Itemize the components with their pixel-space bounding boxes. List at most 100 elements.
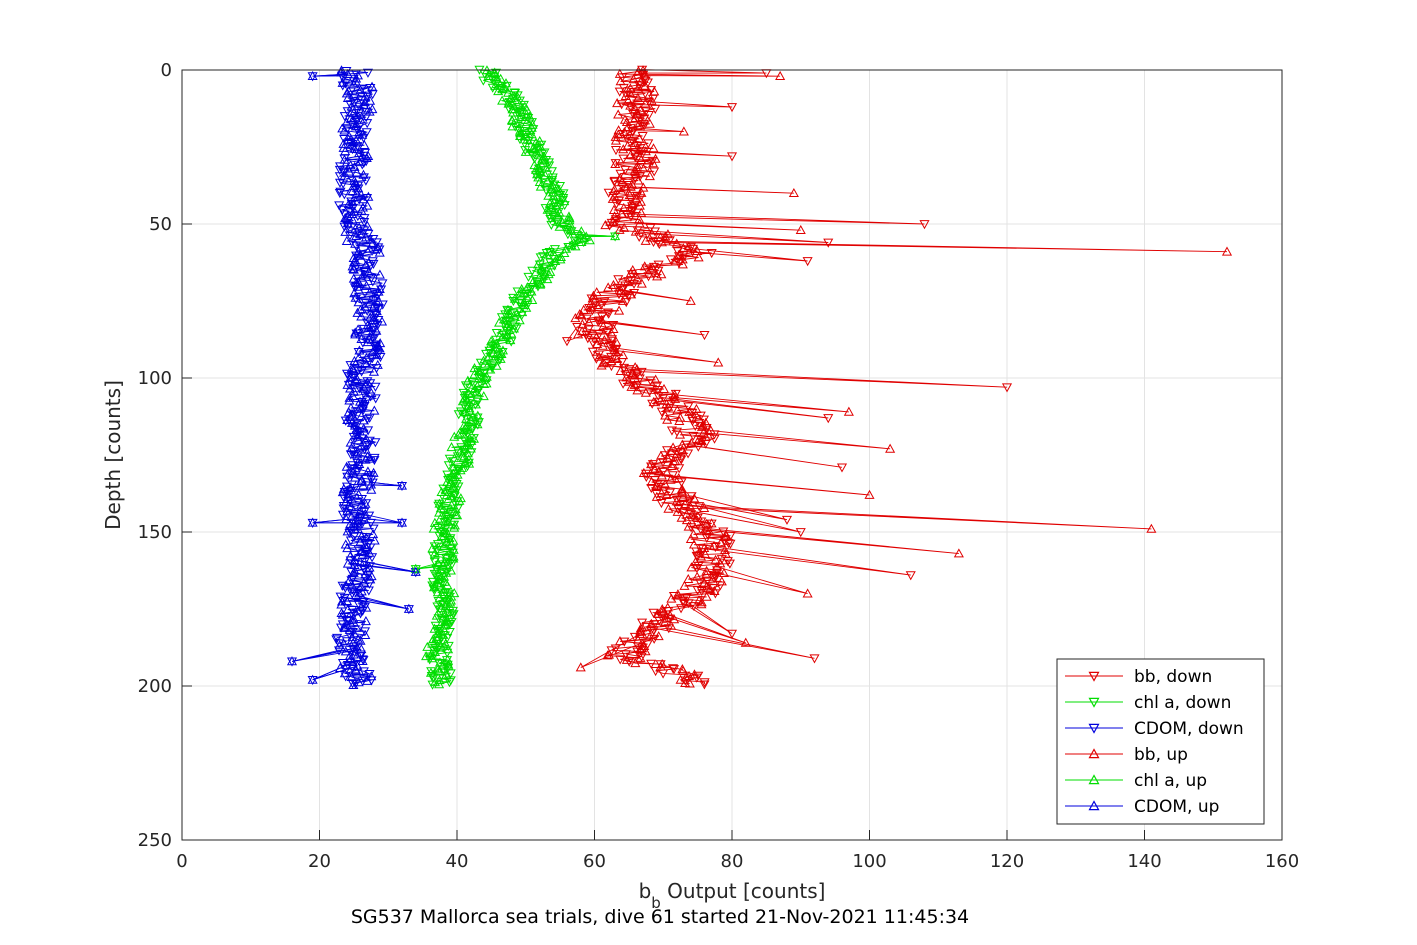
data-point bbox=[726, 103, 738, 113]
data-point bbox=[685, 243, 696, 253]
data-point bbox=[640, 387, 651, 397]
data-point bbox=[359, 100, 370, 110]
data-point bbox=[337, 205, 348, 215]
data-point bbox=[672, 405, 683, 415]
series-cdom-up bbox=[286, 65, 421, 689]
data-point bbox=[452, 510, 463, 520]
y-axis-label: Depth [counts] bbox=[101, 380, 125, 530]
data-point bbox=[339, 125, 350, 135]
data-point bbox=[634, 218, 645, 228]
data-point bbox=[371, 350, 382, 360]
data-point bbox=[352, 606, 363, 616]
data-point bbox=[671, 449, 682, 459]
data-point bbox=[352, 109, 363, 120]
data-point bbox=[339, 154, 350, 164]
data-point bbox=[345, 536, 356, 546]
data-point bbox=[649, 464, 661, 474]
data-point bbox=[369, 309, 380, 319]
data-point bbox=[511, 90, 523, 100]
data-point bbox=[447, 483, 458, 493]
data-point bbox=[684, 678, 695, 688]
data-point bbox=[351, 119, 362, 129]
data-point bbox=[638, 119, 649, 129]
data-point bbox=[651, 480, 662, 491]
data-point bbox=[656, 498, 667, 509]
data-point bbox=[355, 536, 366, 546]
data-point bbox=[341, 514, 352, 524]
data-point bbox=[507, 104, 518, 114]
data-point bbox=[488, 348, 499, 358]
data-point bbox=[613, 125, 624, 135]
data-point bbox=[700, 431, 711, 442]
data-point bbox=[358, 194, 369, 204]
data-point bbox=[353, 677, 364, 687]
data-point bbox=[598, 358, 609, 368]
data-point bbox=[491, 329, 502, 339]
data-point bbox=[716, 576, 727, 586]
data-point bbox=[593, 317, 604, 327]
data-point bbox=[438, 560, 449, 570]
data-point bbox=[588, 290, 599, 300]
legend-entry: CDOM, down bbox=[1065, 719, 1244, 739]
data-point bbox=[426, 648, 437, 658]
data-point bbox=[356, 205, 367, 215]
data-point bbox=[681, 514, 692, 525]
data-point bbox=[699, 678, 710, 688]
data-point bbox=[365, 95, 376, 105]
data-point bbox=[634, 200, 645, 210]
data-point bbox=[358, 382, 369, 392]
data-point bbox=[473, 366, 485, 376]
data-point bbox=[638, 115, 650, 125]
data-point bbox=[637, 643, 648, 653]
data-point bbox=[621, 298, 632, 308]
data-point bbox=[644, 171, 655, 181]
legend-label: bb, down bbox=[1134, 667, 1212, 687]
data-point bbox=[341, 595, 353, 606]
data-point bbox=[349, 452, 360, 462]
data-point bbox=[347, 215, 358, 225]
data-point bbox=[368, 529, 379, 539]
data-point bbox=[617, 295, 628, 305]
data-point bbox=[462, 375, 473, 385]
data-point bbox=[362, 319, 373, 330]
data-point bbox=[357, 655, 368, 665]
data-point bbox=[374, 247, 385, 257]
data-point bbox=[362, 68, 374, 78]
data-point bbox=[435, 640, 446, 650]
data-point bbox=[362, 415, 373, 425]
data-point bbox=[646, 95, 657, 105]
x-tick-label: 140 bbox=[1127, 851, 1161, 872]
data-point bbox=[672, 589, 683, 599]
data-point bbox=[653, 260, 664, 270]
data-point bbox=[360, 454, 371, 464]
data-point bbox=[342, 414, 353, 424]
data-point bbox=[349, 355, 360, 366]
data-point bbox=[696, 587, 707, 597]
data-point bbox=[351, 373, 362, 383]
data-point bbox=[362, 200, 373, 210]
data-point bbox=[521, 302, 532, 312]
data-point bbox=[444, 600, 455, 611]
data-point bbox=[535, 165, 546, 175]
data-point bbox=[368, 259, 379, 269]
data-point bbox=[362, 119, 373, 129]
data-point bbox=[635, 643, 646, 653]
data-point bbox=[464, 403, 475, 413]
data-point bbox=[581, 231, 592, 241]
data-point bbox=[684, 406, 695, 416]
data-point bbox=[701, 518, 712, 528]
data-point bbox=[349, 143, 360, 153]
data-point bbox=[491, 338, 502, 348]
legend-entry: chl a, down bbox=[1065, 693, 1231, 713]
data-point bbox=[648, 397, 659, 407]
legend-marker bbox=[1088, 748, 1100, 759]
data-point bbox=[339, 210, 350, 220]
legend-label: chl a, up bbox=[1134, 771, 1207, 791]
data-point bbox=[359, 627, 371, 637]
data-point bbox=[490, 80, 501, 90]
data-point bbox=[679, 599, 690, 610]
data-point bbox=[478, 378, 490, 388]
data-point bbox=[353, 148, 365, 158]
data-point bbox=[657, 606, 668, 616]
data-point bbox=[664, 610, 675, 620]
